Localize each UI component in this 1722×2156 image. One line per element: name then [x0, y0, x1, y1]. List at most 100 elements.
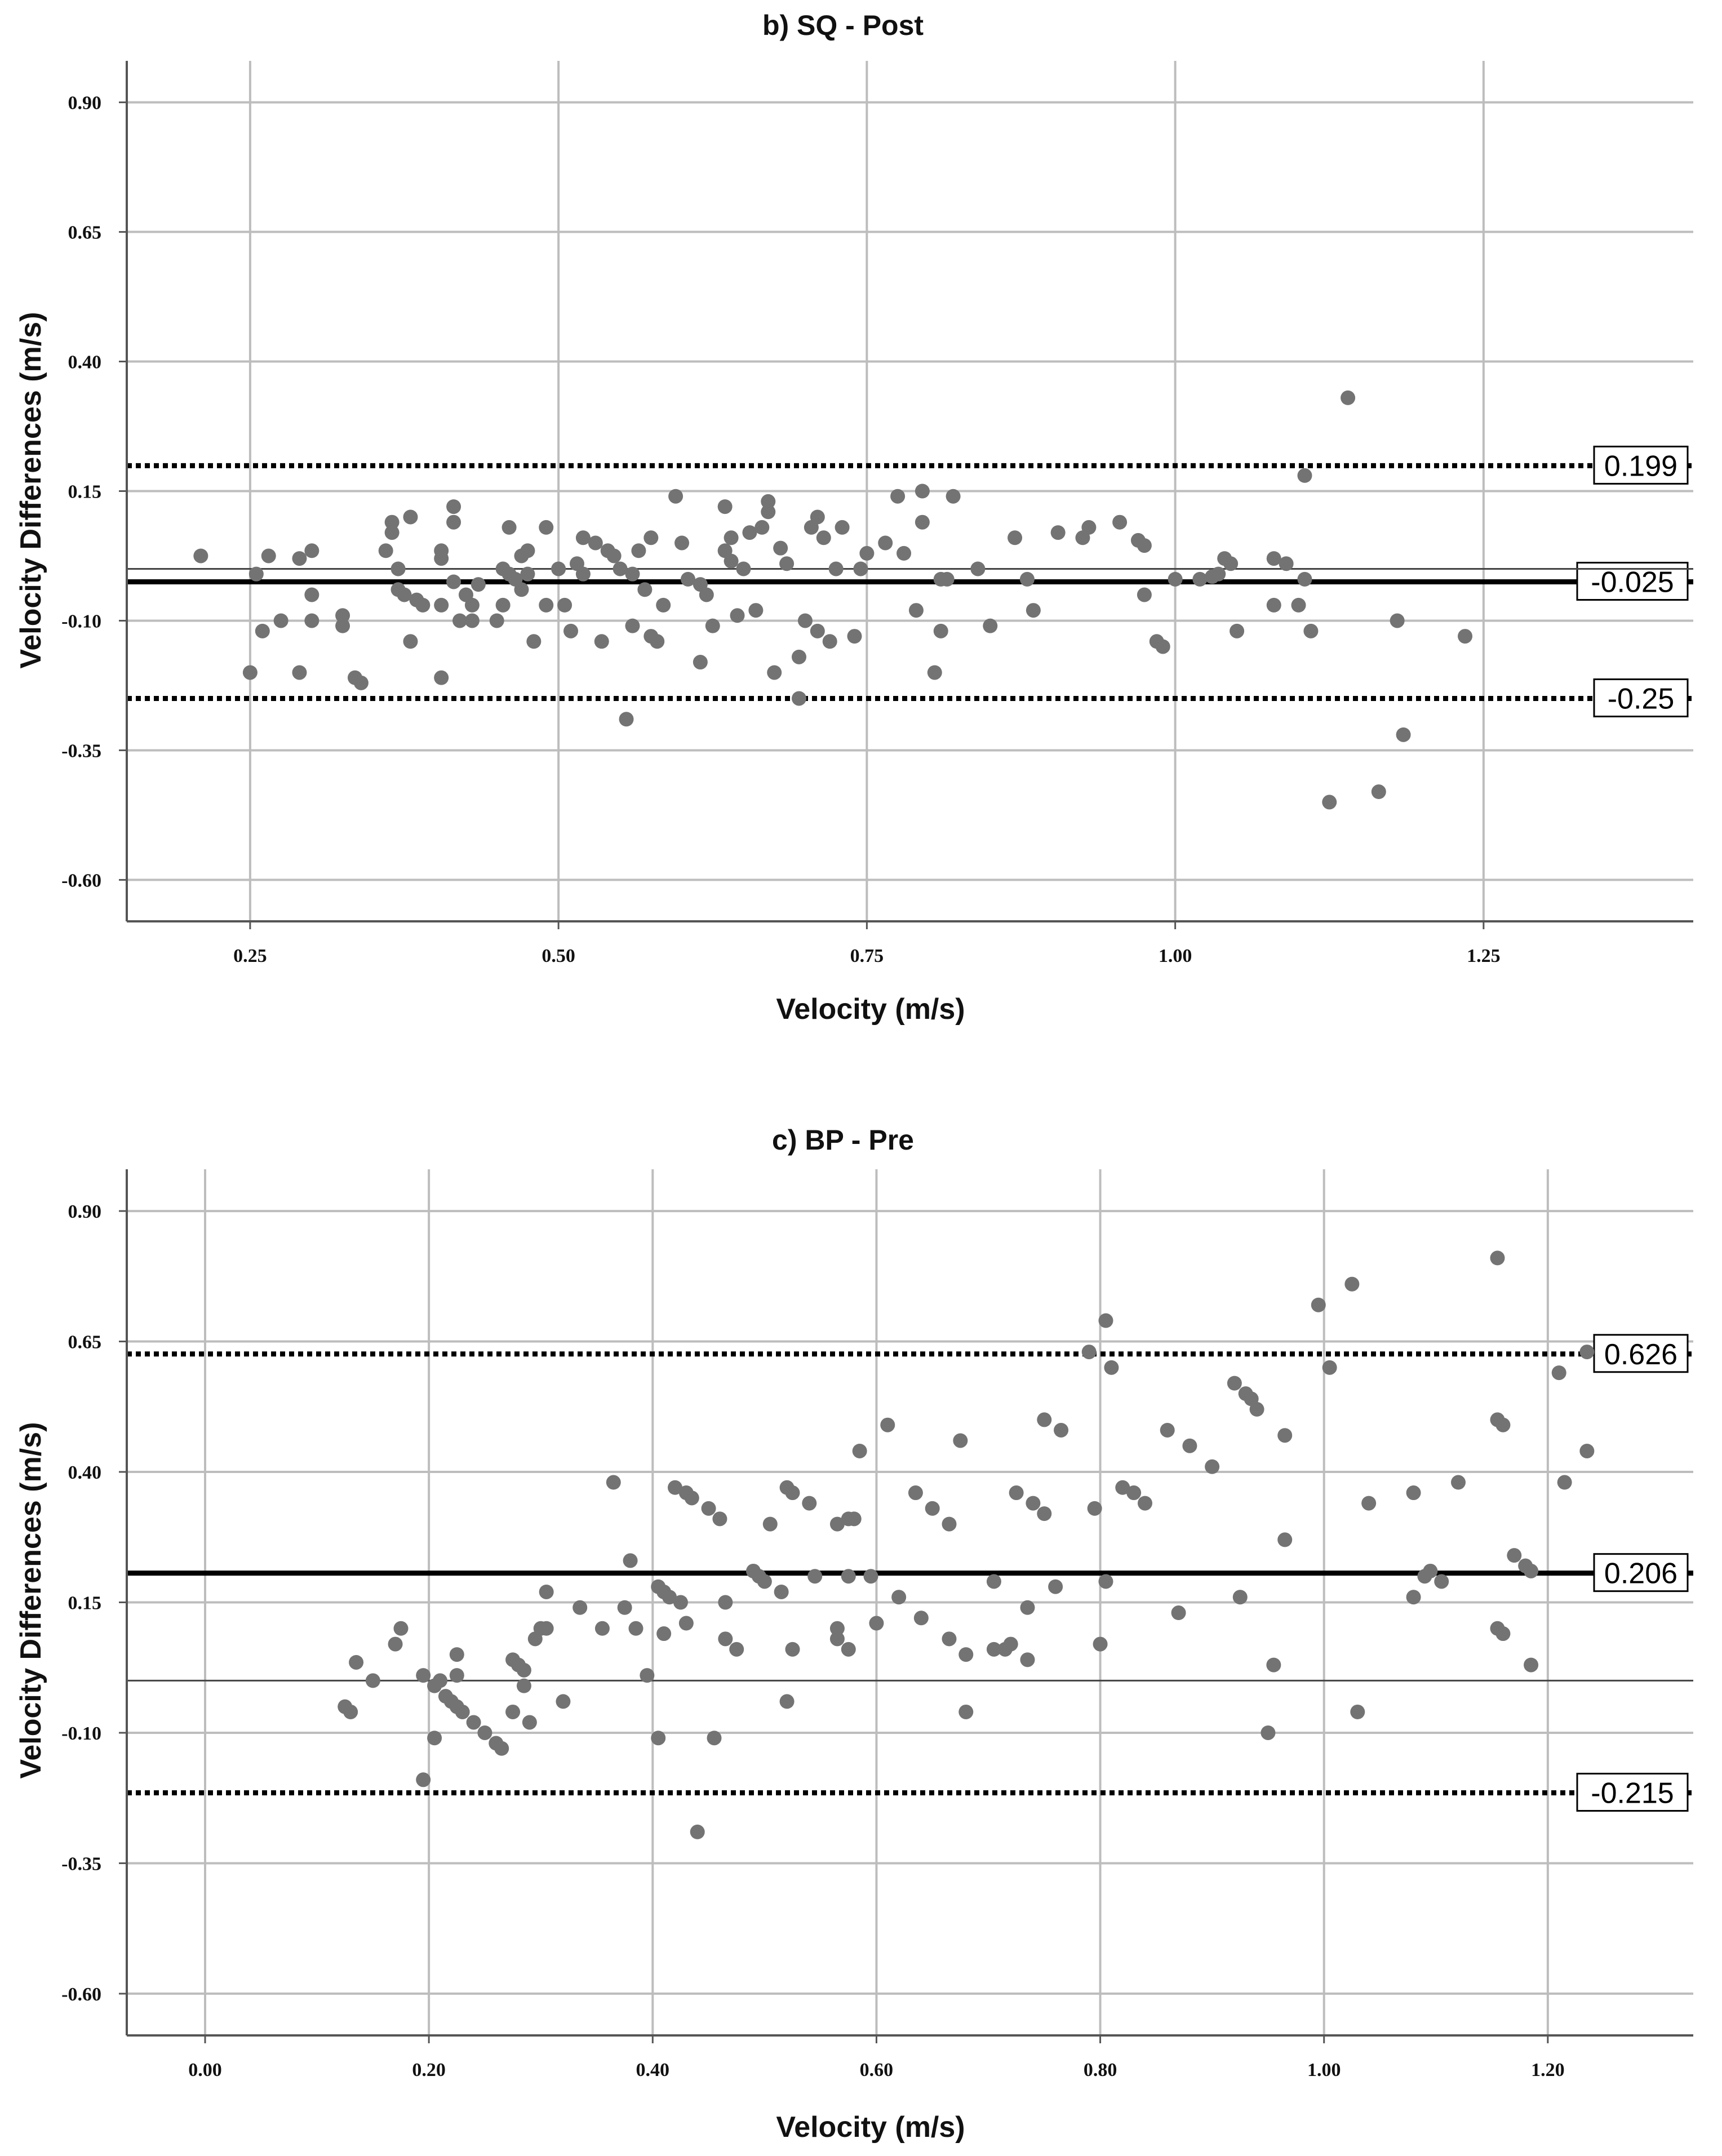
data-point: [304, 613, 319, 628]
data-point: [255, 623, 270, 638]
data-point: [434, 597, 449, 613]
data-point: [520, 543, 535, 558]
data-point: [915, 514, 930, 530]
reference-label-box: [1593, 1553, 1689, 1592]
data-point: [606, 548, 622, 564]
data-point: [1048, 1579, 1063, 1594]
data-point: [933, 623, 948, 638]
data-point: [674, 535, 690, 551]
data-point: [449, 1647, 464, 1662]
data-point: [718, 1631, 733, 1647]
reference-line-label: 0.626: [1604, 1338, 1677, 1371]
data-point: [717, 499, 733, 514]
data-point: [1081, 1345, 1097, 1360]
data-point: [757, 1574, 772, 1589]
data-point: [1322, 1360, 1337, 1375]
data-point: [516, 1662, 531, 1678]
data-point: [292, 665, 307, 680]
data-point: [1341, 390, 1356, 405]
reference-line-label: 0.199: [1604, 450, 1677, 482]
data-point: [891, 1590, 907, 1605]
data-point: [464, 613, 480, 628]
data-point: [1406, 1590, 1421, 1605]
axes: [119, 61, 1693, 929]
data-point: [384, 514, 400, 530]
data-point: [1524, 1563, 1539, 1578]
x-tick-label: 1.00: [1159, 946, 1192, 966]
data-point: [668, 489, 684, 504]
data-point: [970, 561, 986, 576]
data-point: [925, 1501, 940, 1516]
data-point: [1434, 1574, 1449, 1589]
data-point: [572, 1600, 588, 1615]
data-point: [767, 665, 782, 680]
data-point: [1396, 727, 1411, 742]
y-tick-label: -0.35: [61, 1853, 101, 1874]
grid: [127, 61, 1693, 921]
data-point: [427, 1731, 442, 1746]
data-point: [1524, 1657, 1539, 1673]
data-point: [606, 1475, 621, 1490]
data-point: [656, 1626, 672, 1642]
data-point: [730, 608, 745, 623]
data-point: [650, 634, 665, 649]
data-point: [403, 509, 418, 525]
data-point: [712, 1511, 727, 1527]
reference-label-box: [1593, 445, 1689, 485]
x-tick-label: 0.25: [233, 946, 267, 966]
data-point: [477, 1725, 492, 1740]
data-point: [1211, 566, 1226, 582]
data-point: [1003, 1636, 1018, 1652]
data-point: [273, 613, 289, 628]
data-point: [1311, 1297, 1326, 1312]
data-point: [673, 1595, 688, 1610]
data-point: [446, 499, 461, 514]
y-tick-label: -0.10: [61, 1723, 101, 1744]
data-point: [707, 1731, 722, 1746]
data-point: [958, 1647, 974, 1662]
x-tick-label: 1.00: [1307, 2060, 1341, 2080]
data-point: [1171, 1605, 1186, 1621]
reference-line-label: -0.025: [1591, 566, 1674, 598]
data-point: [791, 649, 806, 664]
data-point: [353, 675, 369, 690]
data-point: [1350, 1704, 1365, 1719]
data-point: [1182, 1438, 1197, 1453]
data-point: [701, 1501, 716, 1516]
data-point: [1155, 639, 1170, 654]
data-point: [785, 1642, 800, 1657]
data-point: [434, 551, 449, 566]
data-point: [1227, 1376, 1242, 1391]
data-point: [1223, 556, 1239, 571]
data-point: [1020, 1652, 1035, 1667]
data-point: [1026, 603, 1041, 618]
data-point: [761, 494, 776, 509]
data-point: [625, 618, 640, 633]
data-point: [1507, 1548, 1522, 1563]
data-point: [1490, 1250, 1505, 1266]
data-point: [304, 587, 319, 602]
data-point: [1406, 1485, 1421, 1501]
data-point: [810, 623, 825, 638]
data-point: [1050, 525, 1066, 540]
chart-panel-sq-post: b) SQ - Post 0.199-0.025-0.25 0.25 0.50 0.…: [15, 10, 1693, 1026]
data-point: [433, 1673, 447, 1688]
y-tick-label: 0.90: [68, 1201, 102, 1222]
data-point: [1423, 1563, 1438, 1578]
data-point: [449, 1668, 464, 1683]
data-point: [1451, 1475, 1466, 1490]
data-point: [678, 1616, 694, 1631]
data-points: [193, 390, 1473, 810]
reference-label-box: [1576, 1772, 1689, 1812]
data-point: [416, 1772, 431, 1787]
data-point: [1037, 1506, 1052, 1521]
data-point: [656, 597, 671, 613]
data-point: [526, 634, 542, 649]
data-point: [829, 1631, 845, 1647]
x-axis-title: Velocity (m/s): [776, 2111, 965, 2144]
data-point: [617, 1600, 632, 1615]
y-axis-title: Velocity Differences (m/s): [15, 312, 47, 669]
reference-label-box: [1593, 1334, 1689, 1373]
data-point: [810, 509, 825, 525]
data-point: [847, 629, 862, 644]
